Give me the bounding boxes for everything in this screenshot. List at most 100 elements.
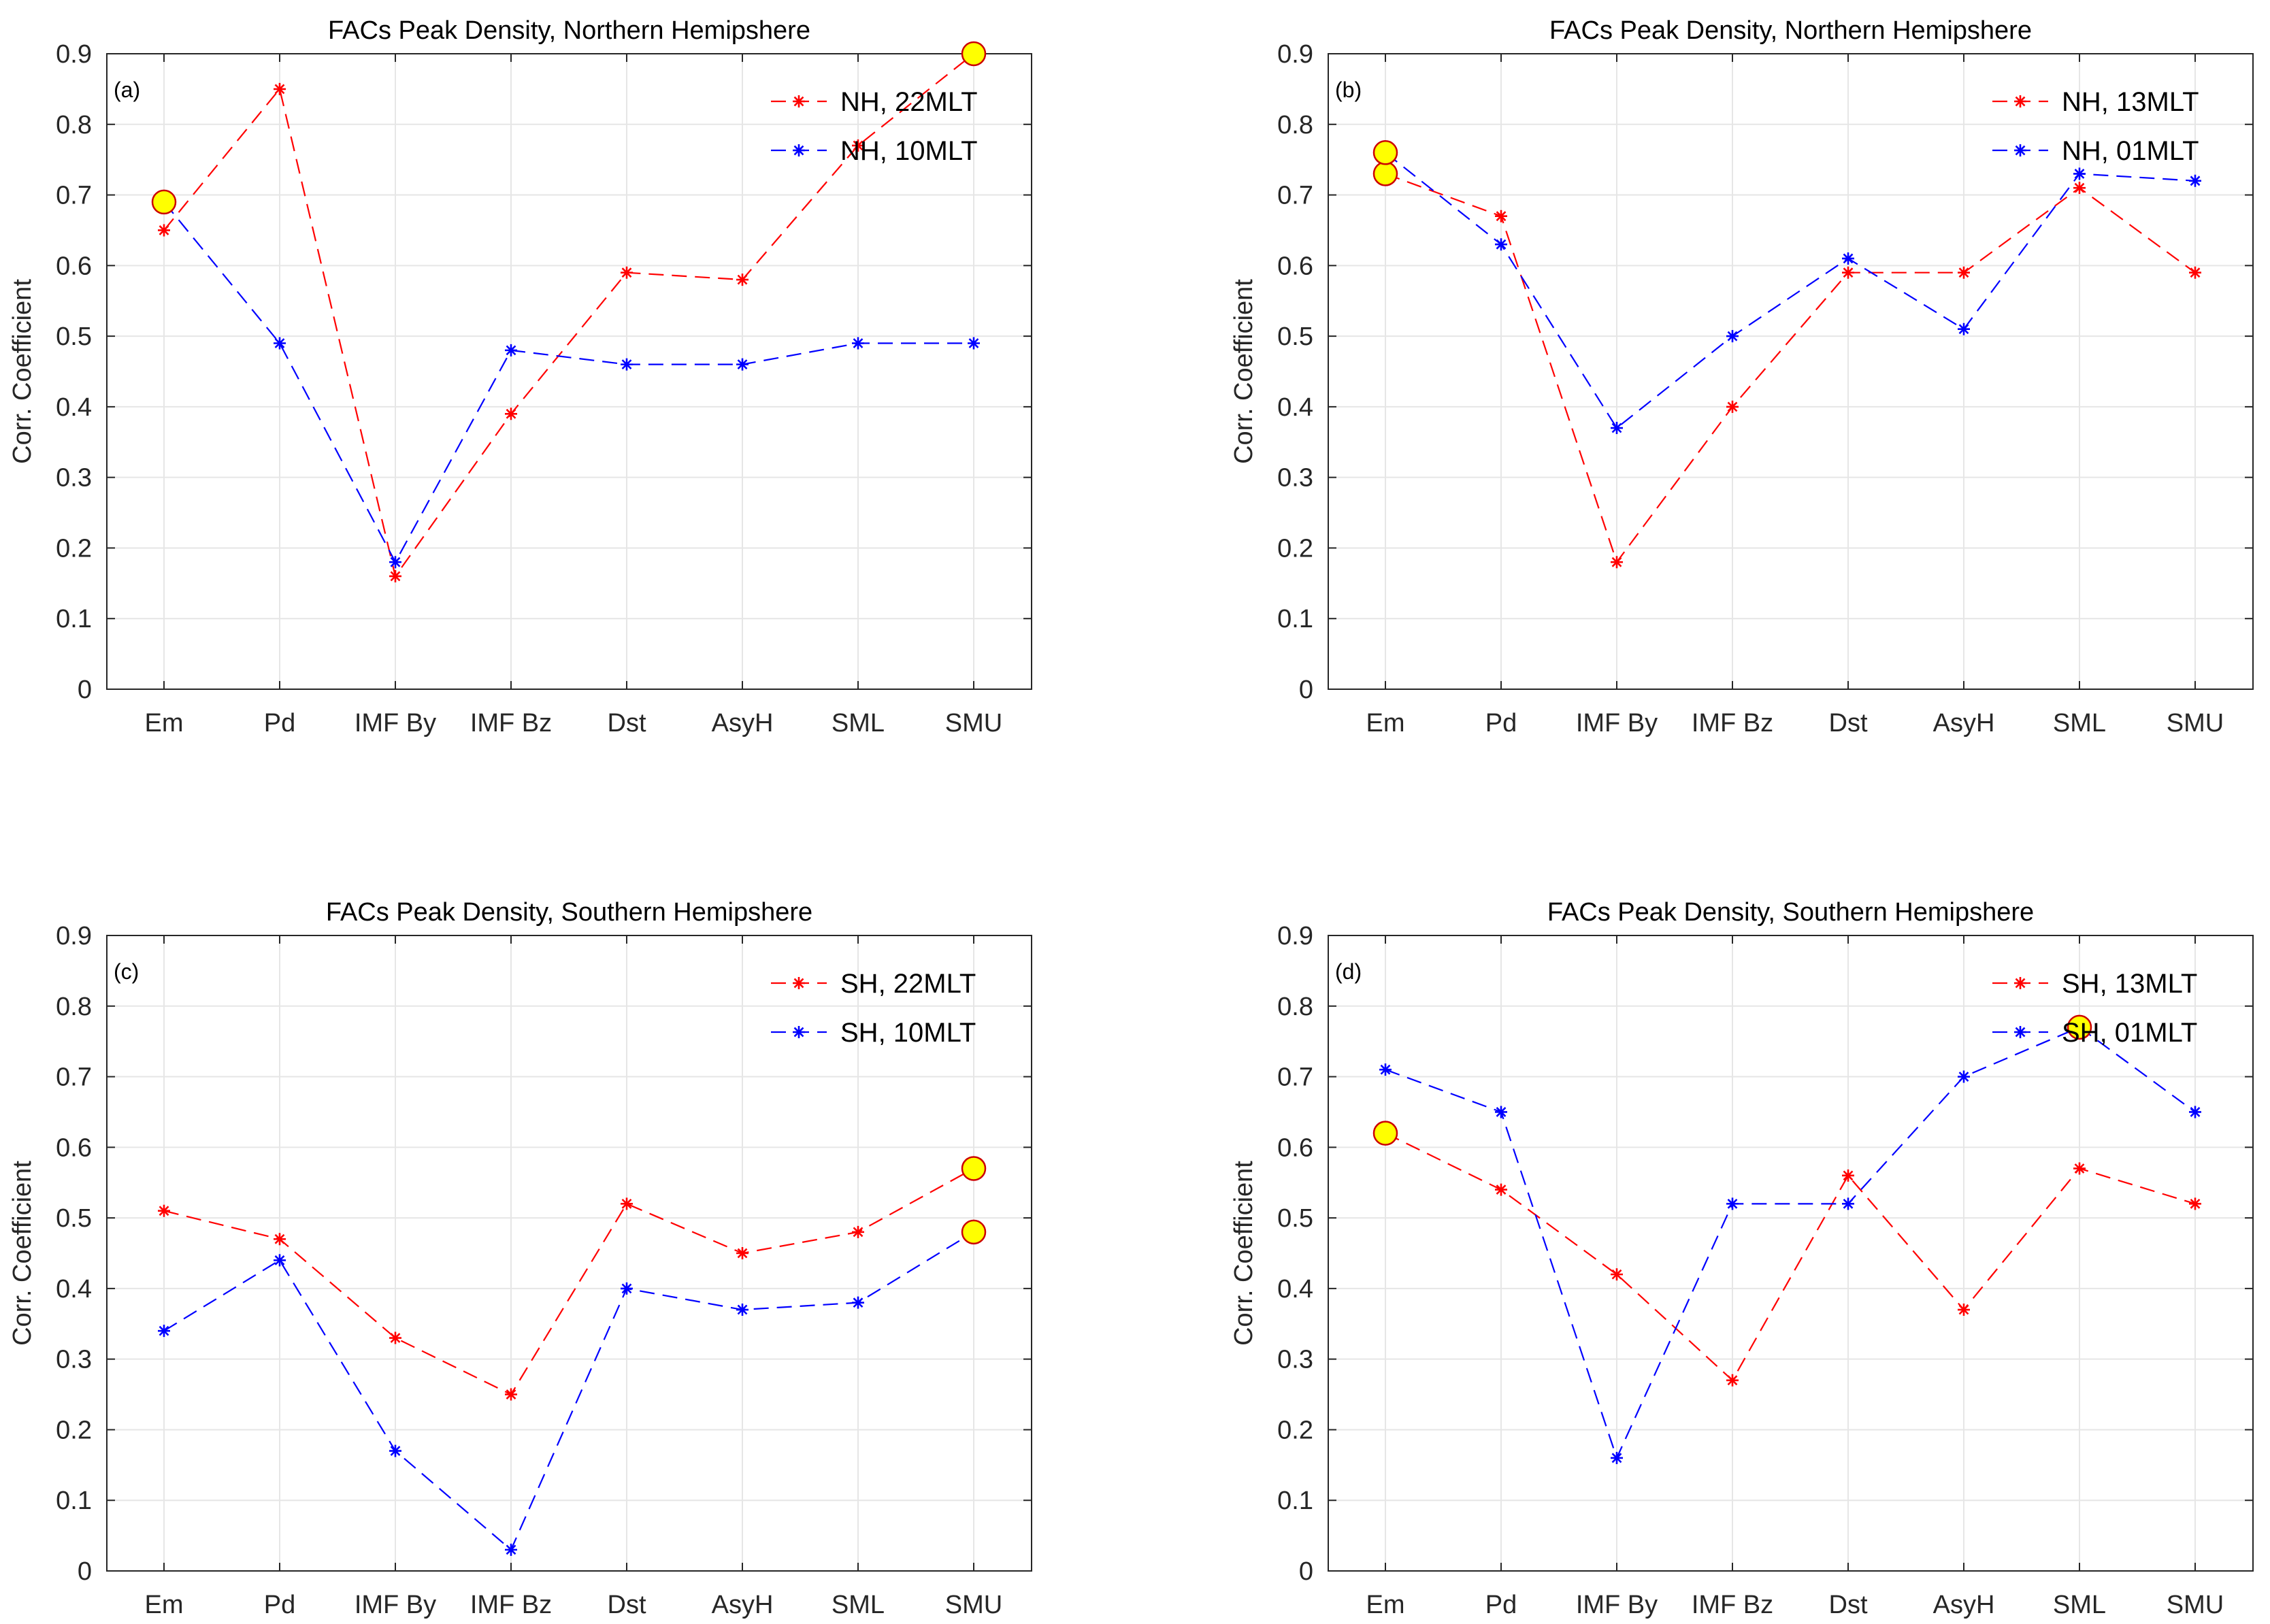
data-point: [1958, 1070, 1970, 1083]
legend-marker: [793, 977, 805, 989]
x-tick-label: IMF By: [1576, 1591, 1658, 1619]
y-tick-label: 0.6: [56, 1133, 92, 1162]
x-tick-label: IMF By: [355, 1591, 436, 1619]
highlight-marker: [961, 1156, 987, 1181]
x-tick-label: IMF By: [355, 709, 436, 738]
x-tick-label: SML: [2053, 1591, 2106, 1619]
legend-marker: [2014, 977, 2026, 989]
x-tick-label: IMF Bz: [470, 1591, 552, 1619]
data-point: [158, 224, 170, 237]
series-line-2: [163, 1231, 974, 1551]
y-tick-label: 0.6: [1277, 1133, 1313, 1162]
data-point: [1611, 1268, 1623, 1281]
highlight-marker: [151, 189, 177, 215]
x-tick-label: Dst: [1829, 1591, 1868, 1619]
data-point: [2189, 266, 2201, 279]
highlight-marker: [2067, 1014, 2092, 1040]
legend-entry: SH, 10MLT: [840, 1018, 976, 1048]
data-point: [1495, 210, 1507, 222]
y-tick-label: 0.2: [1277, 1416, 1313, 1444]
data-point: [1842, 1197, 1854, 1210]
data-point: [1611, 556, 1623, 569]
data-point: [1958, 322, 1970, 335]
x-tick-label: Pd: [1485, 1591, 1517, 1619]
legend-marker: [793, 95, 805, 107]
data-point: [505, 408, 517, 420]
data-point: [621, 1197, 633, 1210]
highlight-marker: [1372, 140, 1398, 165]
x-tick-label: Em: [1366, 709, 1405, 738]
y-tick-label: 0.1: [1277, 1487, 1313, 1515]
y-tick-label: 0.9: [56, 40, 92, 69]
chart-title: FACs Peak Density, Southern Hemipshere: [326, 898, 812, 927]
axes-box: [1328, 53, 2254, 690]
legend-marker: [2014, 1026, 2026, 1038]
data-point: [621, 358, 633, 371]
chart-panel-b: 0 0.1 0.2 0.3 0.4 0.5 0.6 0.7 0.8 0.9 Em Pd IMF By IM…: [1230, 16, 2254, 738]
highlight-marker: [1372, 161, 1398, 186]
x-tick-label: Em: [145, 709, 184, 738]
series-line-2: [1385, 152, 2196, 429]
y-tick-label: 0.4: [56, 393, 92, 422]
legend-entry: SH, 22MLT: [840, 969, 976, 999]
y-tick-label: 0.4: [1277, 1275, 1313, 1304]
x-tick-label: IMF By: [1576, 709, 1658, 738]
x-tick-label: IMF Bz: [470, 709, 552, 738]
data-point: [1842, 266, 1854, 279]
axes-box: [106, 935, 1032, 1572]
y-axis-label: Corr. Coefficient: [8, 279, 37, 464]
y-tick-label: 0.3: [1277, 464, 1313, 493]
y-tick-label: 0.2: [56, 534, 92, 563]
panel-label: (d): [1335, 959, 1362, 984]
data-point: [736, 358, 749, 371]
x-tick-label: Dst: [1829, 709, 1868, 738]
data-point: [2073, 182, 2086, 195]
y-tick-label: 0.2: [1277, 534, 1313, 563]
series-line-1: [163, 1167, 974, 1395]
y-tick-label: 0.5: [56, 322, 92, 351]
series-line-2: [163, 201, 974, 564]
panel-label: (c): [114, 959, 139, 984]
axes-box: [1328, 935, 2254, 1572]
data-point: [852, 1225, 864, 1238]
data-point: [1611, 422, 1623, 435]
chart-title: FACs Peak Density, Southern Hemipshere: [1547, 898, 2034, 927]
highlight-marker: [1372, 1121, 1398, 1146]
x-tick-label: AsyH: [1933, 1591, 1995, 1619]
data-point: [389, 556, 401, 569]
y-tick-label: 0.1: [56, 605, 92, 633]
y-tick-label: 0.9: [1277, 922, 1313, 950]
x-tick-label: IMF Bz: [1692, 709, 1773, 738]
highlight-marker: [961, 41, 987, 67]
y-tick-label: 0: [78, 676, 92, 704]
data-point: [274, 82, 286, 95]
y-tick-label: 0.7: [56, 1063, 92, 1092]
x-tick-label: Dst: [608, 709, 646, 738]
data-point: [1379, 1063, 1392, 1076]
data-point: [1611, 1451, 1623, 1464]
y-tick-label: 0.6: [56, 252, 92, 280]
y-axis-label: Corr. Coefficient: [8, 1161, 37, 1346]
y-tick-label: 0.8: [1277, 993, 1313, 1021]
legend-marker: [2014, 144, 2026, 156]
x-tick-label: SMU: [945, 1591, 1002, 1619]
data-point: [1726, 400, 1739, 413]
y-tick-label: 0.7: [56, 182, 92, 210]
y-tick-label: 0.2: [56, 1416, 92, 1444]
series-line-1: [1385, 173, 2196, 564]
panel-label: (a): [114, 78, 140, 102]
data-point: [389, 1331, 401, 1344]
data-point: [158, 1325, 170, 1338]
data-point: [736, 1304, 749, 1316]
x-tick-label: SMU: [945, 709, 1002, 738]
data-point: [1726, 1197, 1739, 1210]
legend-entry: NH, 13MLT: [2062, 87, 2199, 117]
chart-title: FACs Peak Density, Northern Hemipshere: [1549, 16, 2032, 45]
y-tick-label: 0: [78, 1557, 92, 1586]
legend-entry: NH, 01MLT: [2062, 136, 2199, 166]
data-point: [274, 1233, 286, 1246]
y-tick-label: 0.7: [1277, 1063, 1313, 1092]
x-tick-label: AsyH: [712, 1591, 774, 1619]
legend-entry: NH, 22MLT: [840, 87, 978, 117]
